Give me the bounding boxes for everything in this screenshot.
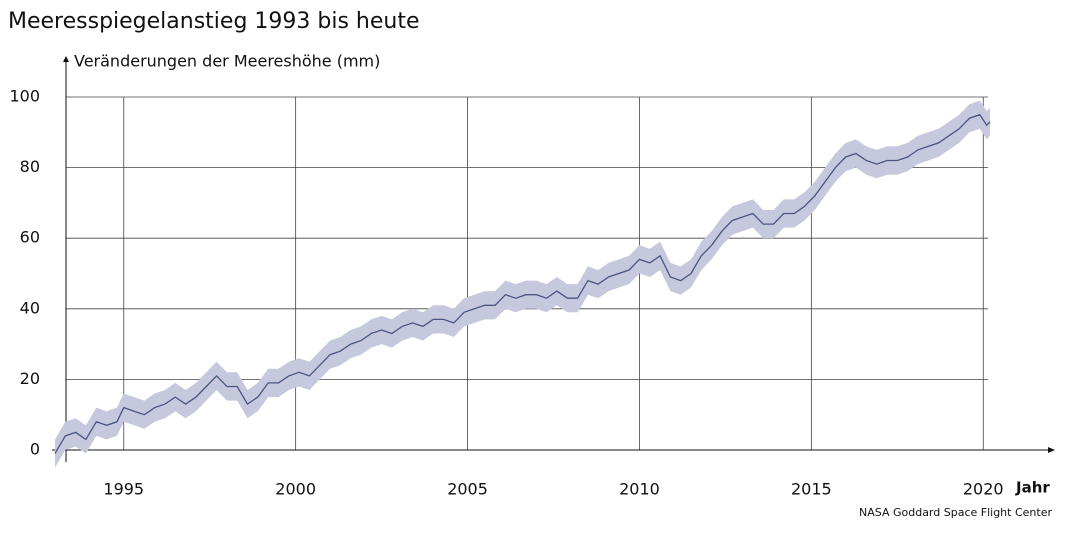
x-tick-label: 2005 bbox=[447, 480, 488, 499]
y-axis-label: Veränderungen der Meereshöhe (mm) bbox=[74, 52, 380, 71]
x-tick-label: 2010 bbox=[619, 480, 660, 499]
x-axis-label: Jahr bbox=[1015, 479, 1050, 497]
source: NASA Goddard Space Flight Center bbox=[859, 506, 1052, 519]
x-tick-label: 2015 bbox=[791, 480, 832, 499]
y-axis-arrow bbox=[63, 56, 69, 62]
data-line bbox=[54, 113, 991, 454]
y-tick-label: 20 bbox=[20, 369, 40, 388]
y-tick-label: 100 bbox=[9, 87, 40, 106]
y-tick-label: 80 bbox=[20, 157, 40, 176]
x-tick-label: 2000 bbox=[275, 480, 316, 499]
x-axis-arrow bbox=[1048, 447, 1055, 453]
y-tick-label: 60 bbox=[20, 228, 40, 247]
x-tick-label: 1995 bbox=[103, 480, 144, 499]
y-tick-label: 0 bbox=[30, 440, 40, 459]
y-tick-label: 40 bbox=[20, 298, 40, 317]
x-tick-label: 2020 bbox=[963, 480, 1004, 499]
chart-title: Meeresspiegelanstieg 1993 bis heute bbox=[8, 9, 420, 34]
